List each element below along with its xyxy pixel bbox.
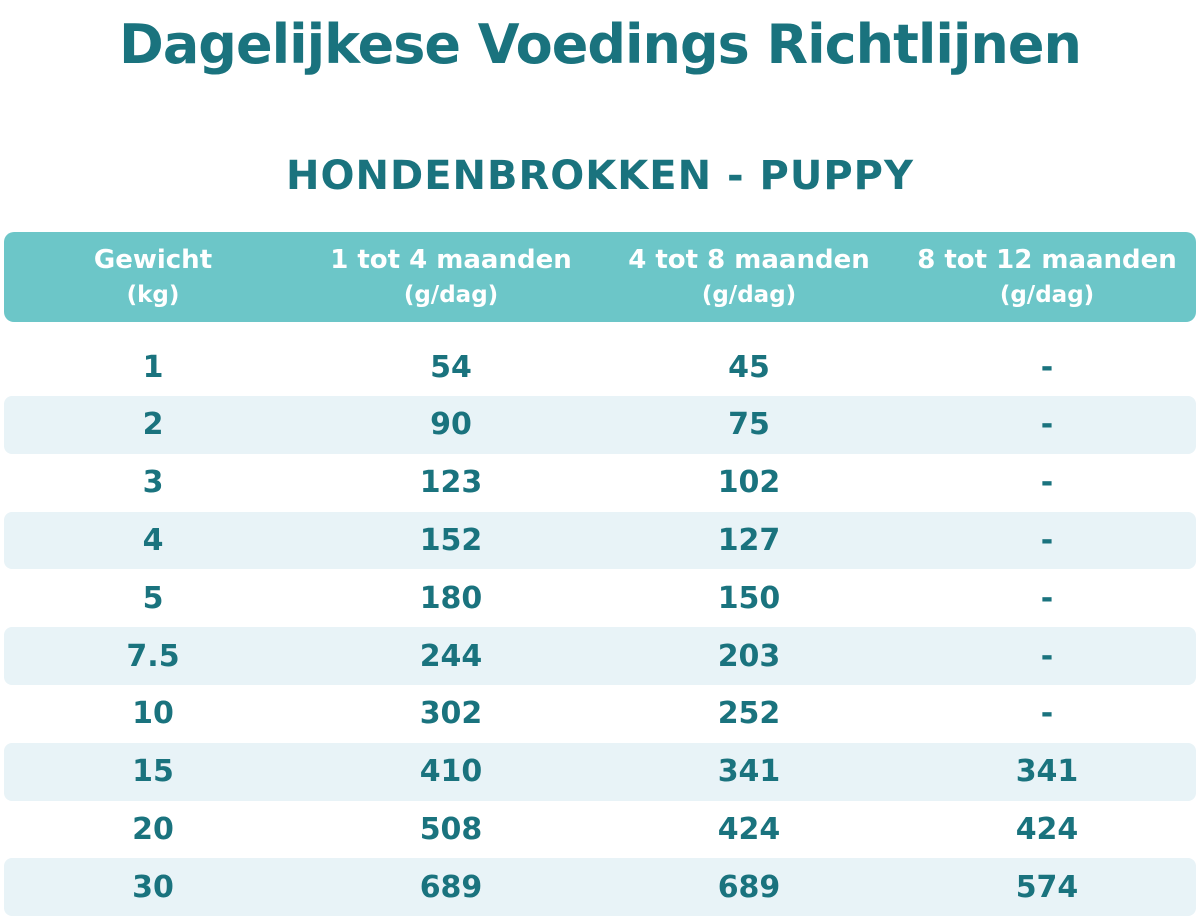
amount-cell: 341 <box>717 754 781 790</box>
weight-cell: 20 <box>132 811 174 847</box>
amount-cell: 244 <box>419 638 483 674</box>
table-row: 2 90 75 - <box>4 395 1196 454</box>
weight-cell: 7.5 <box>126 638 180 674</box>
amount-cell: - <box>1040 580 1054 616</box>
amount-cell: 302 <box>419 696 483 732</box>
amount-cell: - <box>1040 696 1054 732</box>
table-row: 3 123 102 - <box>4 454 1196 512</box>
weight-cell: 15 <box>132 754 174 790</box>
amount-cell: 424 <box>717 811 781 847</box>
amount-cell: 90 <box>430 407 472 443</box>
amount-cell: 341 <box>1015 754 1079 790</box>
table-header-row: Gewicht (kg) 1 tot 4 maanden (g/dag) 4 tot 8… <box>4 232 1196 323</box>
column-header-unit: (g/dag) <box>701 281 797 308</box>
amount-cell: - <box>1040 638 1054 674</box>
column-header-unit: (g/dag) <box>999 281 1095 308</box>
amount-cell: 54 <box>430 349 472 385</box>
page-title: Dagelijkese Voedings Richtlijnen <box>119 13 1082 76</box>
amount-cell: 180 <box>419 580 483 616</box>
weight-cell: 3 <box>142 465 164 501</box>
column-header-3: 4 tot 8 maanden (g/dag) <box>600 244 898 311</box>
table-row: 15 410 341 341 <box>4 742 1196 801</box>
column-header-4: 8 tot 12 maanden (g/dag) <box>898 244 1196 311</box>
weight-cell: 2 <box>142 407 164 443</box>
column-header-unit: (g/dag) <box>403 281 499 308</box>
amount-cell: - <box>1040 407 1054 443</box>
amount-cell: 123 <box>419 465 483 501</box>
amount-cell: 689 <box>717 869 781 905</box>
table-row: 1 54 45 - <box>4 338 1196 396</box>
amount-cell: 152 <box>419 522 483 558</box>
amount-cell: 410 <box>419 754 483 790</box>
column-header-label: 8 tot 12 maanden <box>917 244 1177 275</box>
amount-cell: 75 <box>728 407 770 443</box>
amount-cell: 45 <box>728 349 770 385</box>
column-header-unit: (kg) <box>126 281 180 308</box>
column-header-label: Gewicht <box>93 244 213 275</box>
weight-cell: 5 <box>142 580 164 616</box>
amount-cell: 252 <box>717 696 781 732</box>
amount-cell: 508 <box>419 811 483 847</box>
amount-cell: 689 <box>419 869 483 905</box>
table-row: 7.5 244 203 - <box>4 627 1196 685</box>
page-subtitle: HONDENBROKKEN - PUPPY <box>286 153 914 200</box>
weight-cell: 10 <box>132 696 174 732</box>
amount-cell: - <box>1040 522 1054 558</box>
column-header-2: 1 tot 4 maanden (g/dag) <box>302 244 600 311</box>
weight-cell: 4 <box>142 522 164 558</box>
table-row: 10 302 252 - <box>4 685 1196 743</box>
amount-cell: - <box>1040 465 1054 501</box>
column-header-1: Gewicht (kg) <box>4 244 302 311</box>
amount-cell: 203 <box>717 638 781 674</box>
table-row: 20 508 424 424 <box>4 801 1196 859</box>
table-row: 4 152 127 - <box>4 511 1196 570</box>
amount-cell: 150 <box>717 580 781 616</box>
column-header-label: 4 tot 8 maanden <box>628 244 870 275</box>
amount-cell: 127 <box>717 522 781 558</box>
column-header-label: 1 tot 4 maanden <box>330 244 572 275</box>
weight-cell: 30 <box>132 869 174 905</box>
amount-cell: 424 <box>1015 811 1079 847</box>
amount-cell: 102 <box>717 465 781 501</box>
table-body: 1 54 45 - 2 90 75 - 3 123 102 - 4 152 127 - 5 180 150 - 7.5 2… <box>4 338 1196 917</box>
amount-cell: - <box>1040 349 1054 385</box>
weight-cell: 1 <box>142 349 164 385</box>
table-row: 30 689 689 574 <box>4 858 1196 917</box>
table-row: 5 180 150 - <box>4 569 1196 627</box>
feeding-table: Gewicht (kg) 1 tot 4 maanden (g/dag) 4 tot 8… <box>0 232 1200 917</box>
amount-cell: 574 <box>1015 869 1079 905</box>
